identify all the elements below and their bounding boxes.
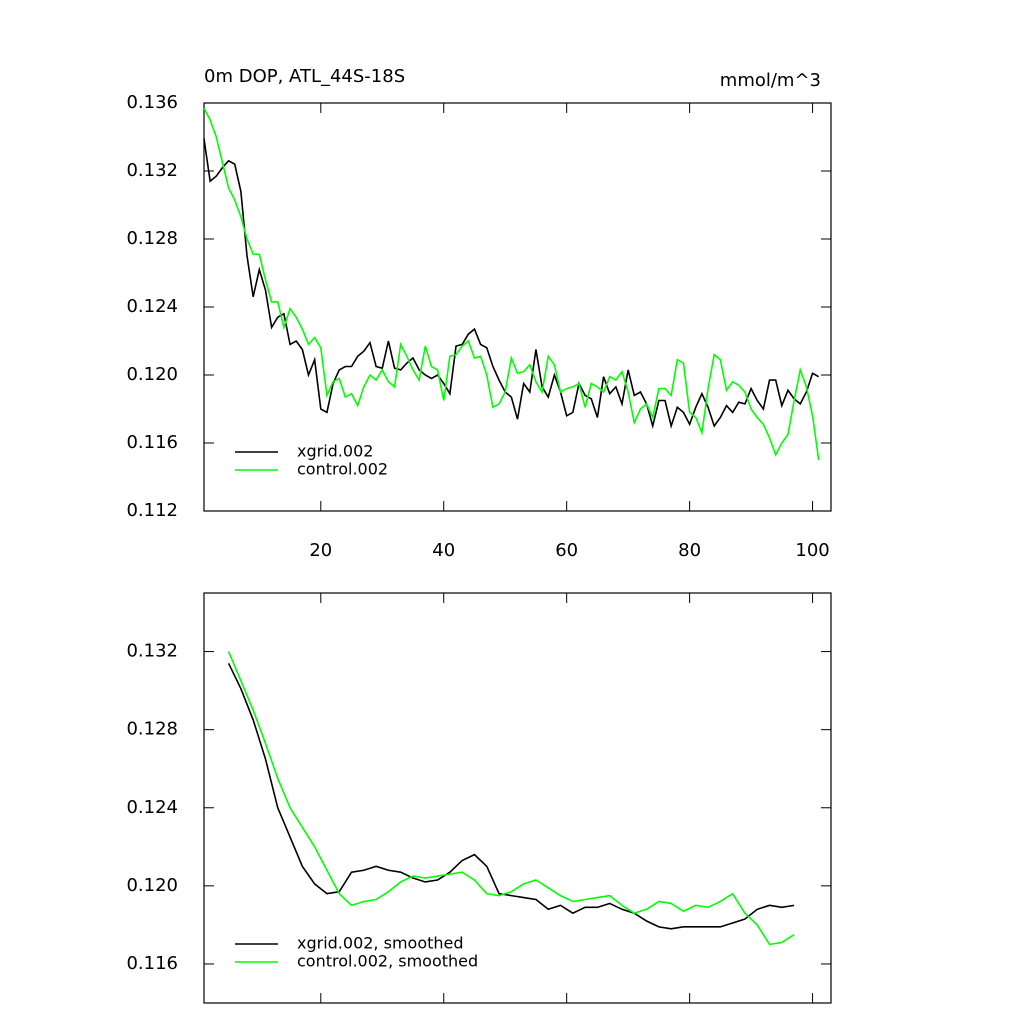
data-line	[227, 651, 795, 946]
y-tick-label: 0.120	[126, 875, 178, 896]
x-tick-label: 80	[678, 540, 701, 561]
x-tick-label: 100	[795, 540, 829, 561]
y-tick-label: 0.132	[126, 160, 178, 181]
data-line	[203, 138, 820, 430]
plot-frame	[203, 592, 832, 1004]
y-tick-label: 0.112	[126, 500, 178, 521]
x-tick-label: 60	[555, 540, 578, 561]
chart-title: 0m DOP, ATL_44S-18S	[204, 66, 405, 87]
data-line	[227, 662, 795, 930]
legend-label: xgrid.002	[297, 442, 373, 461]
y-tick-label: 0.116	[126, 432, 178, 453]
y-tick-label: 0.128	[126, 719, 178, 740]
x-tick-label: 20	[309, 540, 332, 561]
legend-label: control.002	[297, 460, 388, 479]
y-tick-label: 0.128	[126, 228, 178, 249]
data-line	[203, 107, 820, 461]
y-tick-label: 0.116	[126, 953, 178, 974]
legend-label: control.002, smoothed	[297, 952, 478, 971]
x-tick-label: 40	[432, 540, 455, 561]
y-tick-label: 0.124	[126, 296, 178, 317]
legend-label: xgrid.002, smoothed	[297, 934, 464, 953]
units-label: mmol/m^3	[720, 70, 821, 91]
y-tick-label: 0.136	[126, 92, 178, 113]
y-tick-label: 0.120	[126, 364, 178, 385]
y-tick-label: 0.124	[126, 797, 178, 818]
y-tick-label: 0.132	[126, 641, 178, 662]
